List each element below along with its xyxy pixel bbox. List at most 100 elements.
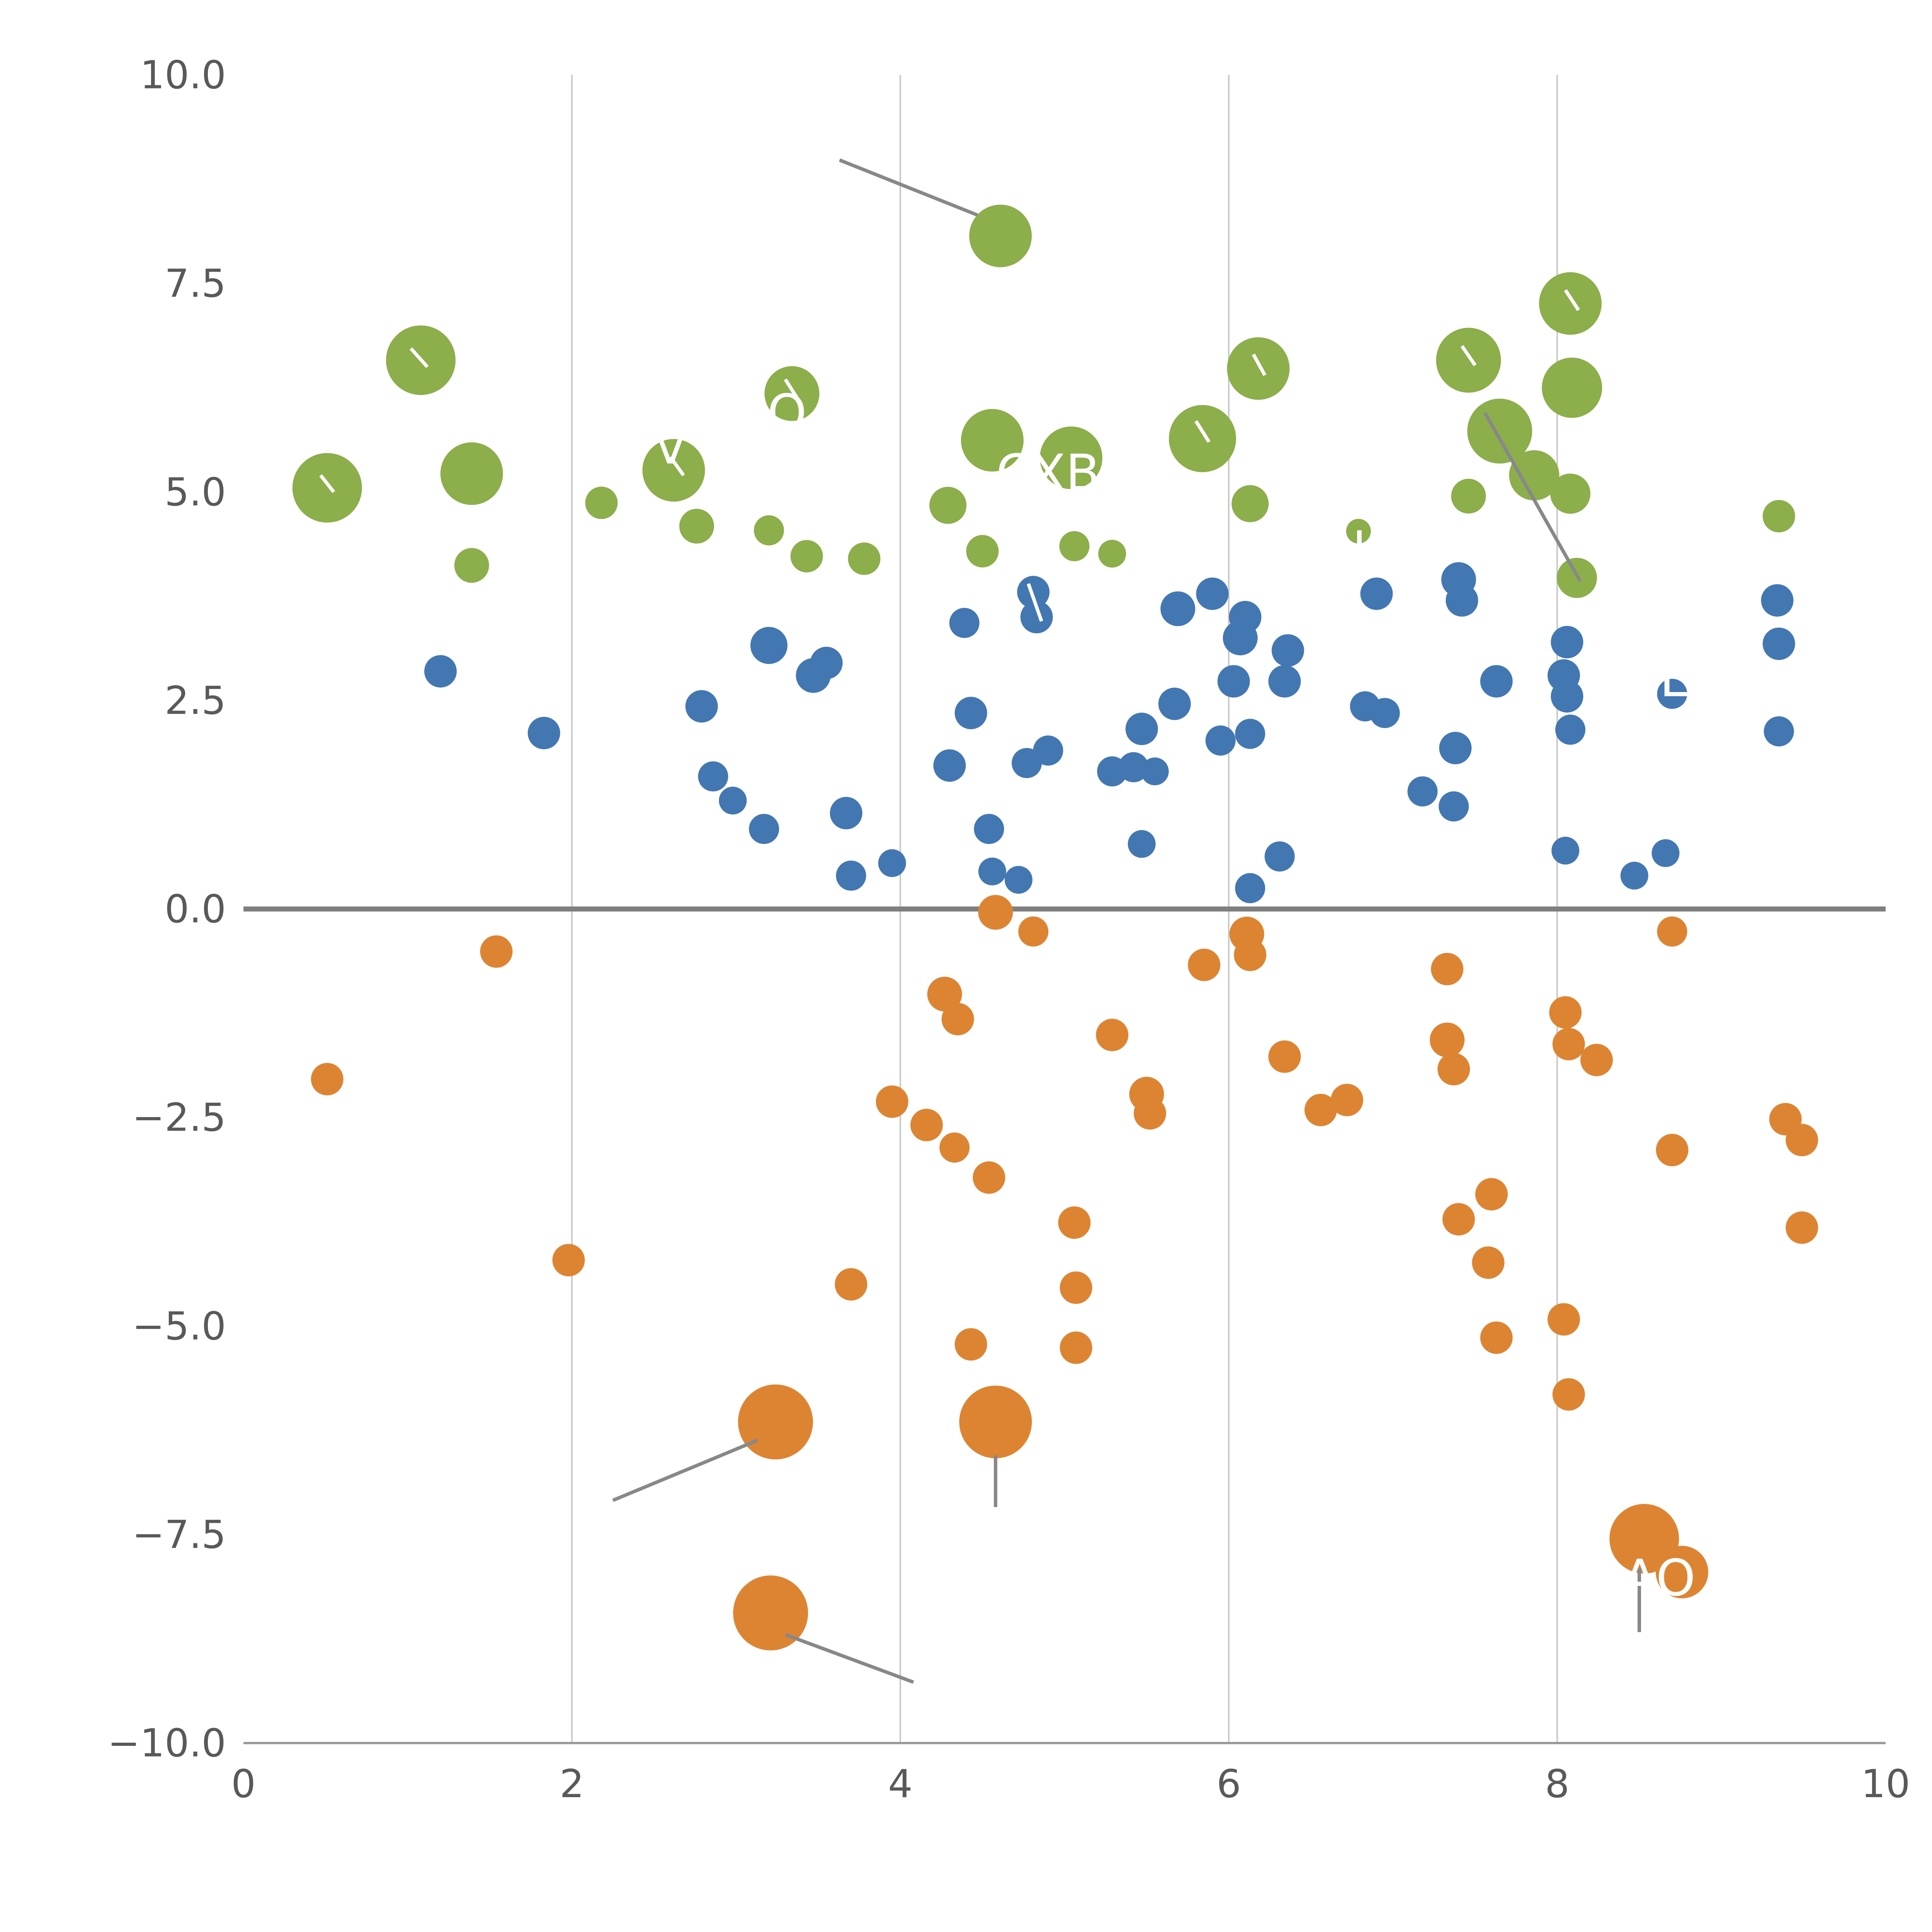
data-point-blue [719, 786, 747, 815]
data-point-blue [1196, 577, 1229, 610]
data-point-blue [424, 655, 457, 688]
data-point-orange [1657, 916, 1687, 947]
data-point-blue [830, 797, 862, 830]
data-point-green [585, 486, 618, 519]
annotation-label: AO [1622, 1549, 1696, 1607]
data-point-orange [1268, 1040, 1301, 1073]
data-point-green [1509, 450, 1560, 501]
data-point-blue [1268, 665, 1301, 698]
data-point-blue [1141, 757, 1169, 786]
data-point-blue [1480, 665, 1513, 698]
x-tick-label: 8 [1545, 1761, 1570, 1806]
data-point-green [961, 409, 1024, 472]
annotation-white-stroke [319, 474, 335, 493]
data-point-blue [1020, 601, 1053, 634]
data-point-blue [1407, 776, 1438, 807]
data-point-blue [1551, 680, 1583, 713]
data-point-orange [1656, 1546, 1708, 1599]
data-point-orange [1442, 1203, 1475, 1236]
data-point-blue [836, 861, 866, 891]
annotation-label: v [656, 417, 685, 476]
data-point-blue [1158, 687, 1191, 720]
data-point-orange [835, 1268, 867, 1301]
data-point-orange [1234, 939, 1267, 971]
data-point-green [440, 442, 503, 505]
y-tick-label: 5.0 [165, 469, 226, 515]
data-point-orange [1331, 1083, 1363, 1116]
data-point-orange [959, 1385, 1032, 1458]
data-point-green [1227, 337, 1290, 400]
data-point-blue [749, 814, 779, 844]
data-point-blue [1369, 698, 1400, 728]
data-point-blue [1657, 679, 1687, 709]
data-point-green [679, 509, 714, 544]
y-tick-label: 10.0 [140, 53, 226, 98]
data-point-orange [1060, 1271, 1092, 1304]
data-point-orange [552, 1244, 585, 1277]
data-point-blue [685, 690, 718, 723]
annotation-white-stroke [669, 456, 685, 476]
data-point-green [1539, 272, 1602, 335]
data-point-orange [927, 976, 962, 1012]
y-tick-label: −7.5 [132, 1512, 226, 1557]
data-point-green [764, 366, 820, 421]
data-point-orange [1480, 1321, 1513, 1354]
data-point-orange [733, 1575, 808, 1651]
data-point-blue [933, 749, 966, 782]
data-point-blue [878, 849, 906, 877]
x-tick-label: 6 [1216, 1761, 1241, 1806]
data-point-orange [1580, 1044, 1613, 1077]
data-point-orange [1431, 952, 1464, 985]
data-point-blue [1620, 862, 1648, 890]
annotation-leader-line [1483, 412, 1582, 582]
data-point-orange [1060, 1331, 1092, 1364]
data-point-blue [954, 697, 987, 730]
data-point-orange [480, 935, 513, 968]
annotation-white-stroke [410, 347, 429, 368]
annotation-label: E [1660, 650, 1691, 708]
data-point-blue [1235, 873, 1265, 903]
data-point-orange [1058, 1206, 1091, 1239]
data-point-blue [1128, 830, 1156, 858]
data-point-orange [954, 1328, 987, 1361]
data-point-green [454, 548, 489, 583]
data-point-blue [698, 761, 728, 792]
data-point-green [1542, 357, 1602, 418]
data-point-green [1346, 519, 1371, 544]
data-point-orange [1437, 1053, 1470, 1085]
x-tick-label: 2 [560, 1761, 584, 1806]
x-tick-label: 10 [1861, 1761, 1910, 1806]
data-point-green [292, 453, 362, 523]
data-point-green [642, 439, 705, 502]
data-point-green [848, 542, 881, 575]
annotation-leader-line [784, 1633, 914, 1684]
x-tick-label: 4 [888, 1761, 913, 1806]
data-point-green [1098, 539, 1126, 568]
data-point-green [1169, 405, 1236, 473]
data-point-blue [750, 627, 787, 664]
data-point-blue [1439, 731, 1472, 764]
y-tick-label: −10.0 [108, 1721, 226, 1766]
data-point-green [929, 486, 967, 524]
data-point-blue [1118, 752, 1149, 782]
data-point-blue [1125, 713, 1158, 745]
y-tick-label: 2.5 [165, 678, 226, 723]
data-point-blue [1217, 665, 1250, 698]
y-tick-label: −5.0 [132, 1303, 226, 1349]
annotation-label: CXB [996, 444, 1100, 502]
data-point-blue [1551, 837, 1580, 865]
data-point-green [1451, 479, 1486, 514]
data-point-blue [527, 717, 560, 750]
data-point-blue [1005, 866, 1032, 894]
data-point-blue [1762, 628, 1795, 660]
data-point-blue [1229, 601, 1262, 634]
annotation-white-stroke [1564, 289, 1580, 311]
data-point-orange [876, 1085, 908, 1118]
data-point-blue [1235, 719, 1265, 749]
data-point-blue [949, 608, 980, 638]
data-point-blue [1017, 576, 1050, 609]
data-point-orange [1018, 916, 1049, 947]
data-point-orange [1552, 1378, 1585, 1411]
data-point-orange [1549, 996, 1582, 1029]
